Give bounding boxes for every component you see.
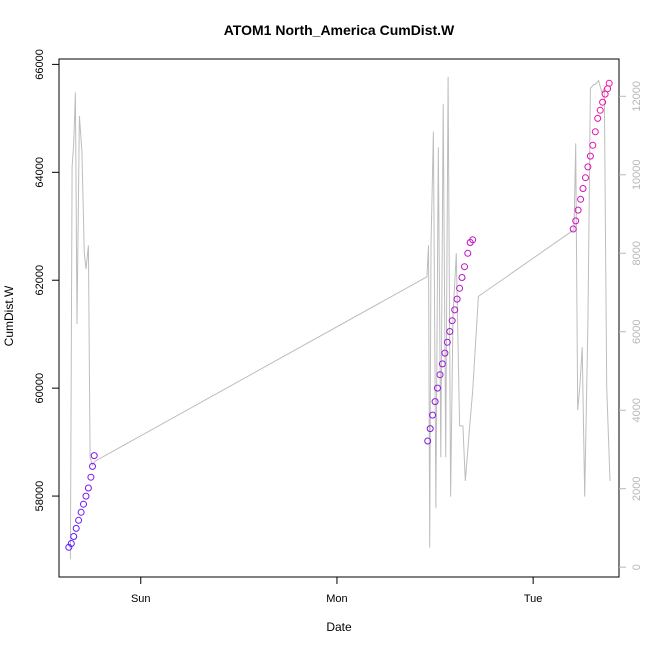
data-point bbox=[82, 492, 90, 500]
line-series-layer bbox=[69, 76, 611, 560]
data-point bbox=[429, 411, 437, 419]
data-point bbox=[89, 462, 96, 470]
y-tick-label: 58000 bbox=[34, 481, 46, 512]
data-point bbox=[436, 371, 444, 379]
data-point bbox=[584, 163, 592, 171]
data-point bbox=[456, 284, 464, 292]
y2-tick-label: 8000 bbox=[631, 241, 643, 265]
data-point bbox=[579, 185, 587, 192]
data-point bbox=[424, 437, 432, 445]
y-axis-label: CumDist.W bbox=[2, 285, 16, 346]
y2-tick-label: 0 bbox=[631, 564, 643, 570]
chart-title: ATOM1 North_America CumDist.W bbox=[224, 22, 455, 38]
data-point bbox=[72, 524, 80, 532]
data-point bbox=[75, 516, 83, 524]
y2-tick-label: 12000 bbox=[631, 81, 643, 112]
y2-tick-label: 10000 bbox=[631, 159, 643, 190]
y-tick-label: 62000 bbox=[34, 265, 46, 296]
line-series bbox=[69, 76, 611, 560]
data-point bbox=[582, 174, 589, 182]
plot-frame bbox=[58, 58, 620, 578]
data-point bbox=[469, 236, 477, 244]
y2-tick-label: 6000 bbox=[631, 319, 643, 343]
data-point bbox=[586, 152, 594, 160]
y-tick-label: 60000 bbox=[34, 373, 46, 404]
y-tick-label: 64000 bbox=[34, 157, 46, 188]
data-point bbox=[84, 484, 92, 492]
y-tick-label: 66000 bbox=[34, 49, 46, 80]
data-point bbox=[87, 473, 95, 481]
x-tick-label: Mon bbox=[326, 593, 347, 605]
data-point bbox=[464, 249, 472, 257]
data-point bbox=[431, 398, 439, 406]
data-point bbox=[80, 500, 87, 508]
data-point bbox=[594, 114, 602, 122]
y2-tick-label: 4000 bbox=[631, 398, 643, 422]
x-axis-label: Date bbox=[326, 620, 352, 634]
data-point bbox=[426, 425, 434, 433]
y-axis-left: 58000 60000 62000 64000 66000 bbox=[34, 49, 59, 511]
data-point bbox=[448, 317, 456, 325]
data-point bbox=[90, 452, 98, 460]
data-point bbox=[438, 360, 446, 368]
data-point bbox=[577, 195, 585, 203]
data-point bbox=[574, 206, 582, 214]
data-point bbox=[70, 533, 78, 540]
data-point bbox=[605, 79, 613, 87]
data-point bbox=[596, 106, 604, 114]
data-point bbox=[591, 128, 599, 136]
data-point bbox=[599, 98, 607, 106]
data-point bbox=[441, 349, 449, 357]
x-tick-label: Sun bbox=[131, 593, 151, 605]
data-point bbox=[569, 225, 577, 233]
data-point bbox=[589, 141, 597, 149]
data-point bbox=[451, 306, 459, 314]
x-tick-label: Tue bbox=[524, 593, 543, 605]
data-point bbox=[443, 338, 451, 346]
y-axis-right: 0 2000 4000 6000 8000 10000 12000 bbox=[619, 81, 643, 570]
data-point bbox=[453, 295, 461, 303]
data-point bbox=[572, 217, 580, 225]
data-point bbox=[461, 263, 468, 271]
data-point bbox=[434, 384, 441, 392]
y2-tick-label: 2000 bbox=[631, 476, 643, 500]
points-series-layer bbox=[65, 79, 613, 551]
data-point bbox=[446, 328, 454, 335]
x-axis: Sun Mon Tue bbox=[131, 577, 542, 605]
data-point bbox=[458, 274, 466, 281]
data-point bbox=[77, 508, 85, 516]
data-point bbox=[67, 540, 75, 547]
